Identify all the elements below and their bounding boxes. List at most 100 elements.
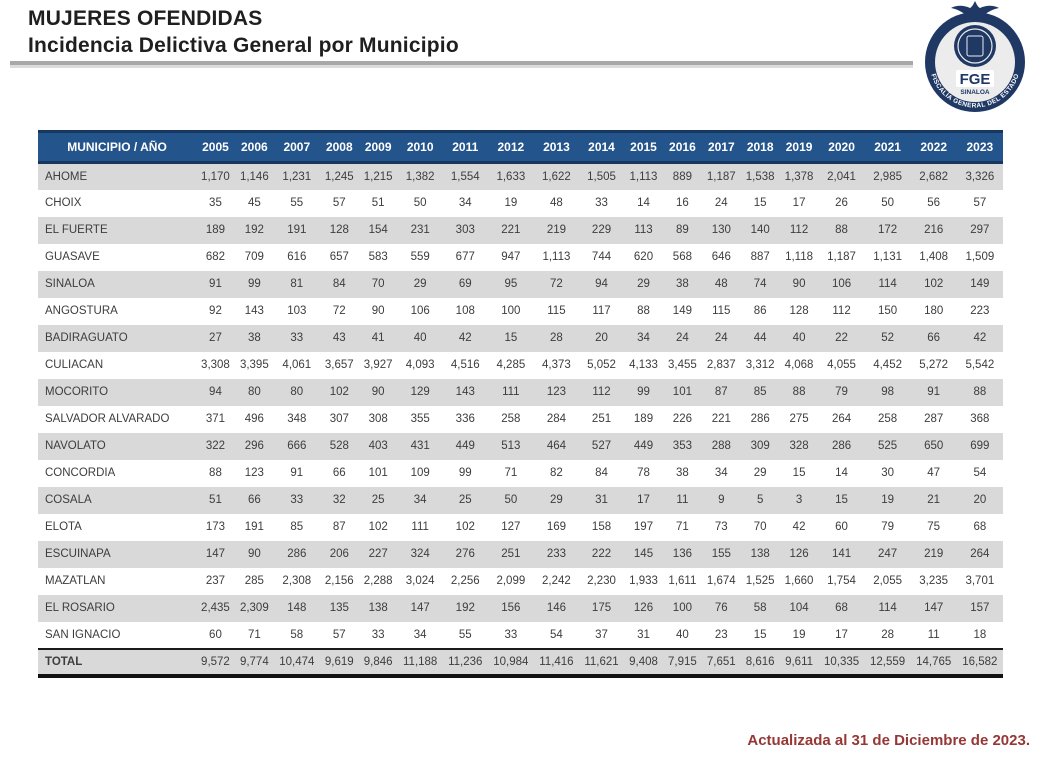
value-cell: 111 (411, 521, 429, 533)
value-cell: 92 (209, 305, 222, 317)
value-cell: 9,408 (624, 647, 663, 678)
value-cell: 40 (676, 628, 689, 641)
value-cell: 296 (244, 440, 264, 452)
value-cell: 616 (287, 251, 307, 263)
value-cell: 4,093 (405, 359, 435, 371)
value-cell: 1,245 (324, 170, 354, 183)
value-cell: 16 (676, 197, 689, 209)
value-cell: 2,288 (363, 575, 393, 587)
value-cell: 106 (410, 305, 430, 317)
value-cell: 9,572 (196, 647, 235, 678)
value-cell: 114 (878, 602, 897, 614)
value-cell: 76 (714, 602, 728, 614)
year-column-header: 2012 (487, 130, 534, 164)
page-title: MUJERES OFENDIDAS (28, 7, 263, 30)
value-cell: 222 (591, 548, 612, 560)
value-cell: 79 (881, 521, 894, 533)
value-cell: 11,188 (397, 647, 443, 678)
year-column-header: 2018 (740, 130, 780, 164)
value-cell: 233 (546, 548, 567, 560)
value-cell: 3,235 (919, 575, 949, 587)
table-row: SALVADOR ALVARADO 371 496 348 307 308 355 336 25… (38, 405, 1003, 433)
value-cell: 34 (413, 494, 427, 506)
value-cell: 646 (711, 251, 731, 263)
value-cell: 99 (458, 467, 472, 479)
value-cell: 24 (714, 332, 728, 344)
value-cell: 221 (501, 224, 521, 236)
value-cell: 219 (924, 548, 944, 560)
value-cell: 34 (413, 628, 427, 641)
value-cell: 104 (789, 602, 809, 614)
value-cell: 206 (329, 548, 349, 560)
value-cell: 24 (676, 332, 689, 344)
table-row: EL ROSARIO 2,435 2,309 148 135 138 147 192 156 14… (38, 594, 1003, 622)
value-cell: 85 (290, 521, 304, 533)
value-cell: 34 (458, 197, 472, 209)
value-cell: 287 (924, 413, 944, 425)
value-cell: 2,435 (201, 602, 230, 614)
year-column-header: 2010 (397, 130, 443, 164)
value-cell: 40 (413, 332, 427, 344)
value-cell: 29 (413, 278, 427, 290)
value-cell: 887 (750, 251, 770, 263)
value-cell: 5,272 (919, 359, 949, 371)
value-cell: 126 (633, 602, 654, 614)
value-cell: 324 (410, 548, 430, 560)
municipio-cell: CULIACAN (45, 359, 104, 371)
value-cell: 58 (290, 628, 304, 641)
value-cell: 286 (831, 440, 852, 452)
value-cell: 1,622 (542, 170, 571, 183)
value-cell: 3,455 (668, 359, 697, 371)
value-cell: 31 (595, 494, 608, 506)
value-cell: 180 (924, 305, 944, 317)
value-cell: 70 (371, 278, 385, 290)
value-cell: 286 (750, 413, 770, 425)
municipio-cell: BADIRAGUATO (45, 332, 128, 344)
value-cell: 286 (287, 548, 307, 560)
value-cell: 3,326 (965, 170, 995, 183)
table-row: ELOTA 173 191 85 87 102 111 102 127 169 158 197 71 73… (38, 513, 1003, 541)
value-cell: 2,837 (706, 359, 736, 371)
value-cell: 47 (927, 467, 941, 479)
value-cell: 60 (209, 628, 222, 641)
value-cell: 1,215 (363, 170, 393, 183)
value-cell: 9,846 (358, 647, 398, 678)
value-cell: 1,113 (542, 251, 571, 263)
value-cell: 155 (711, 548, 731, 560)
value-cell: 55 (290, 197, 304, 209)
municipio-cell: TOTAL (38, 647, 196, 678)
value-cell: 15 (792, 467, 806, 479)
year-column-header: 2008 (319, 130, 359, 164)
value-cell: 42 (973, 332, 987, 344)
year-column-header: 2009 (358, 130, 398, 164)
value-cell: 68 (973, 521, 987, 533)
value-cell: 101 (672, 386, 692, 398)
value-cell: 284 (546, 413, 567, 425)
value-cell: 31 (637, 628, 650, 641)
value-cell: 123 (244, 467, 264, 479)
table-row: CULIACAN 3,308 3,395 4,061 3,657 3,927 4,093 4,… (38, 351, 1003, 379)
value-cell: 322 (205, 440, 226, 452)
value-cell: 135 (329, 602, 349, 614)
value-cell: 66 (927, 332, 941, 344)
value-cell: 102 (368, 521, 388, 533)
value-cell: 288 (711, 440, 731, 452)
year-column-header: 2023 (956, 130, 1003, 164)
value-cell: 583 (368, 251, 388, 263)
value-cell: 528 (329, 440, 349, 452)
value-cell: 7,915 (662, 647, 702, 678)
value-cell: 38 (247, 332, 261, 344)
value-cell: 25 (371, 494, 385, 506)
value-cell: 20 (595, 332, 608, 344)
value-cell: 91 (927, 386, 941, 398)
value-cell: 75 (927, 521, 941, 533)
value-cell: 4,068 (784, 359, 814, 371)
value-cell: 138 (368, 602, 388, 614)
value-cell: 71 (504, 467, 518, 479)
value-cell: 128 (329, 224, 349, 236)
value-cell: 9,611 (779, 647, 819, 678)
value-cell: 19 (881, 494, 894, 506)
year-column-header: 2020 (818, 130, 865, 164)
value-cell: 38 (676, 467, 689, 479)
eagle-icon (951, 1, 999, 18)
